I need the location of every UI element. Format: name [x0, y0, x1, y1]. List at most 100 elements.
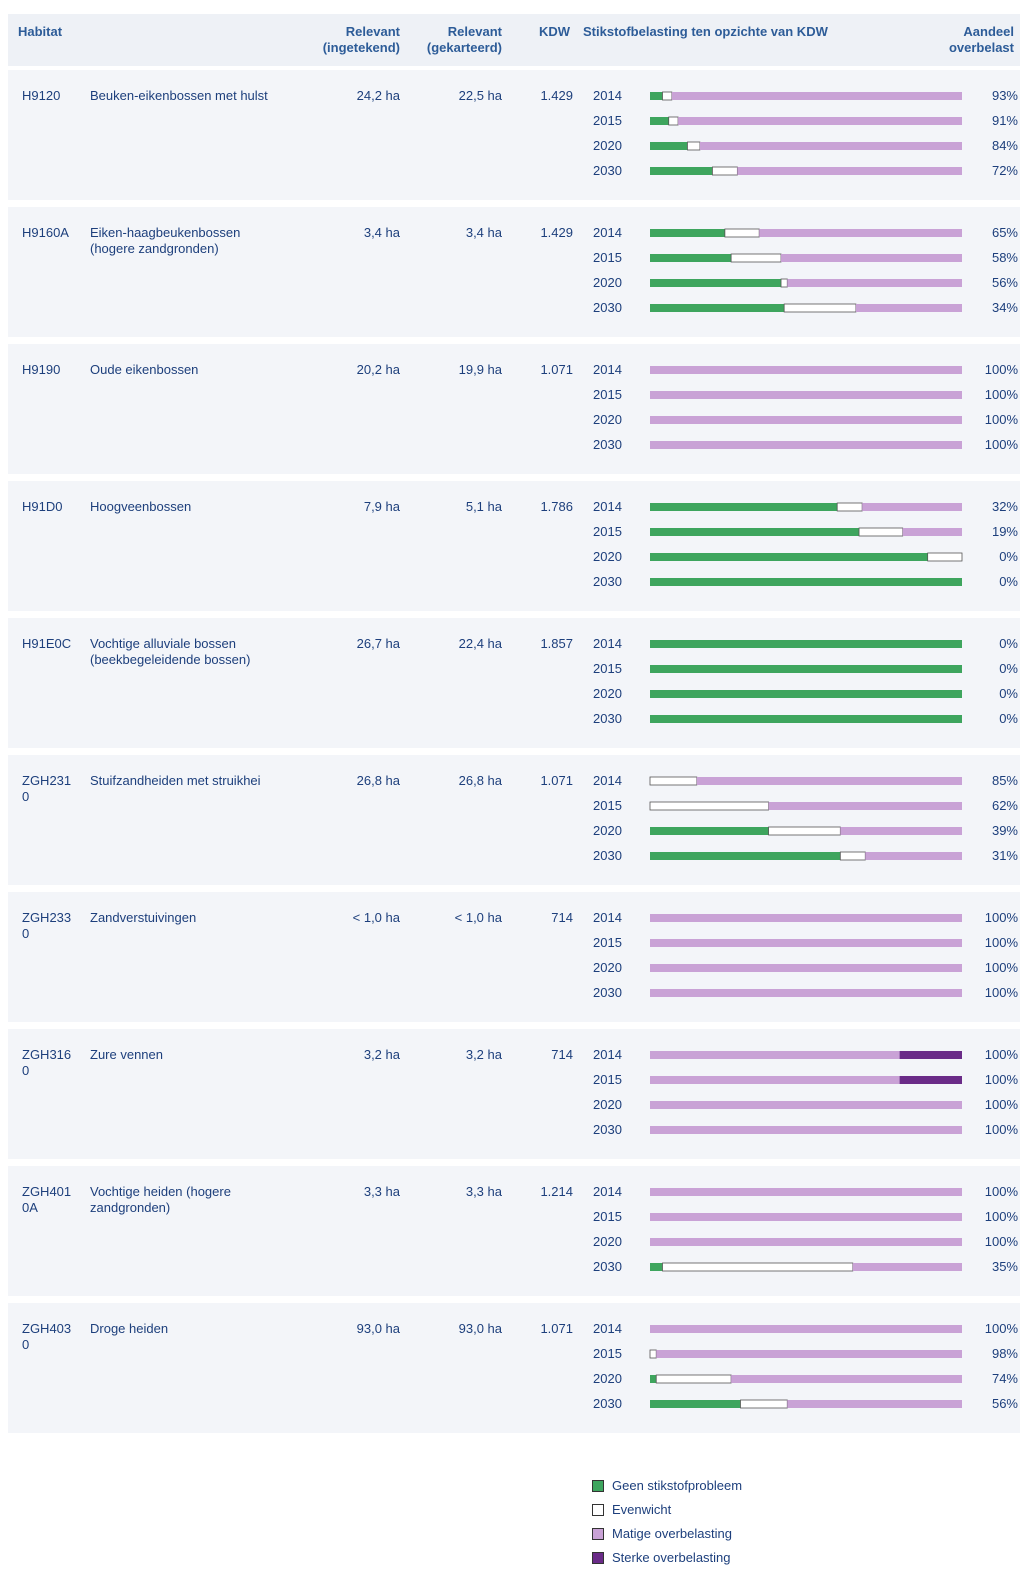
habitat-code: ZGH3160 — [22, 1047, 72, 1078]
bar-segment — [649, 1349, 657, 1359]
bar-segment — [650, 92, 663, 100]
kdw: 714 — [551, 910, 573, 925]
share: 56% — [991, 1396, 1018, 1411]
share: 100% — [984, 960, 1018, 975]
share: 35% — [991, 1259, 1018, 1274]
relevant-ingetekend: 20,2 ha — [356, 362, 400, 377]
habitat-code: ZGH2310 — [22, 773, 72, 804]
bar-segment — [781, 254, 962, 262]
bar-segment — [650, 852, 841, 860]
share: 56% — [991, 275, 1018, 290]
header-aandeel: Aandeel overbelast — [948, 24, 1014, 55]
row-bg — [8, 1303, 1020, 1433]
legend-swatch — [592, 1528, 604, 1540]
bar-segment — [650, 1325, 962, 1333]
bar-segment — [780, 278, 788, 288]
share: 74% — [991, 1371, 1018, 1386]
share: 84% — [991, 138, 1018, 153]
kdw: 1.429 — [540, 88, 573, 103]
year: 2030 — [593, 1122, 622, 1137]
habitat-name: Zandverstuivingen — [90, 910, 197, 925]
share: 100% — [984, 985, 1018, 1000]
row-bg — [8, 70, 1020, 200]
bar-segment — [902, 528, 962, 536]
bar-segment — [650, 416, 962, 424]
year: 2030 — [593, 711, 622, 726]
bar-segment — [650, 142, 688, 150]
year: 2014 — [593, 773, 622, 788]
year: 2015 — [593, 387, 622, 402]
kdw: 1.429 — [540, 225, 573, 240]
kdw: 1.071 — [540, 1321, 573, 1336]
relevant-ingetekend: < 1,0 ha — [352, 910, 400, 925]
share: 100% — [984, 437, 1018, 452]
year: 2020 — [593, 686, 622, 701]
bar-segment — [662, 1262, 854, 1272]
bar-segment — [730, 253, 782, 263]
bar-segment — [650, 366, 962, 374]
header-habitat: Habitat — [18, 24, 63, 39]
bar-segment — [650, 827, 769, 835]
bar-segment — [699, 142, 962, 150]
habitat-code: ZGH4030 — [22, 1321, 72, 1352]
legend-label: Sterke overbelasting — [612, 1550, 731, 1565]
habitat-name: Oude eikenbossen — [90, 362, 199, 377]
row-bg — [8, 1166, 1020, 1296]
row-bg — [8, 344, 1020, 474]
relevant-gekarteerd: 5,1 ha — [465, 499, 502, 514]
header-ingetekend: Relevant (ingetekend) — [322, 24, 400, 55]
header-kdw: KDW — [538, 24, 570, 39]
bar-segment — [740, 1399, 788, 1409]
kdw: 714 — [551, 1047, 573, 1062]
bar-segment — [737, 167, 962, 175]
bar-segment — [852, 1263, 962, 1271]
habitat-name: Hoogveenbossen — [90, 499, 192, 514]
year: 2014 — [593, 1184, 622, 1199]
bar-segment — [650, 553, 928, 561]
bar-segment — [650, 640, 962, 648]
year: 2014 — [593, 499, 622, 514]
row-bg — [8, 892, 1020, 1022]
bar-segment — [655, 1374, 732, 1384]
bar-segment — [650, 1051, 900, 1059]
share: 100% — [984, 1047, 1018, 1062]
legend-swatch — [592, 1552, 604, 1564]
share: 100% — [984, 1209, 1018, 1224]
year: 2015 — [593, 1346, 622, 1361]
bar-segment — [650, 1238, 962, 1246]
share: 19% — [991, 524, 1018, 539]
year: 2030 — [593, 848, 622, 863]
year: 2015 — [593, 250, 622, 265]
year: 2014 — [593, 362, 622, 377]
share: 0% — [999, 661, 1018, 676]
bar-segment — [731, 1375, 962, 1383]
year: 2015 — [593, 798, 622, 813]
bar-segment — [858, 527, 904, 537]
relevant-ingetekend: 7,9 ha — [363, 499, 400, 514]
habitat-name: Eiken-haagbeukenbossen (hogere zandgrond… — [90, 225, 241, 256]
share: 100% — [984, 935, 1018, 950]
share: 100% — [984, 1097, 1018, 1112]
bar-segment — [768, 802, 962, 810]
legend-label: Matige overbelasting — [612, 1526, 732, 1541]
habitat-code: H9160A — [22, 225, 69, 240]
year: 2015 — [593, 1072, 622, 1087]
bar-segment — [649, 801, 769, 811]
bar-segment — [862, 503, 962, 511]
bar-segment — [899, 1076, 962, 1084]
bar-segment — [650, 304, 785, 312]
share: 100% — [984, 1122, 1018, 1137]
share: 100% — [984, 910, 1018, 925]
year: 2030 — [593, 300, 622, 315]
relevant-ingetekend: 93,0 ha — [356, 1321, 400, 1336]
habitat-code: H9120 — [22, 88, 61, 103]
share: 100% — [984, 387, 1018, 402]
share: 91% — [991, 113, 1018, 128]
legend-label: Geen stikstofprobleem — [612, 1478, 743, 1493]
year: 2015 — [593, 935, 622, 950]
share: 0% — [999, 711, 1018, 726]
share: 72% — [991, 163, 1018, 178]
bar-segment — [650, 1101, 962, 1109]
relevant-gekarteerd: 3,4 ha — [465, 225, 502, 240]
bar-segment — [650, 167, 713, 175]
